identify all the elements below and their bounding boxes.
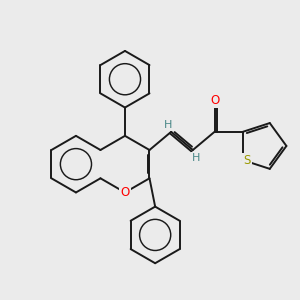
Text: H: H — [191, 153, 200, 163]
Text: O: O — [120, 186, 130, 199]
Text: S: S — [243, 154, 251, 166]
Text: H: H — [164, 120, 172, 130]
Text: O: O — [210, 94, 219, 107]
